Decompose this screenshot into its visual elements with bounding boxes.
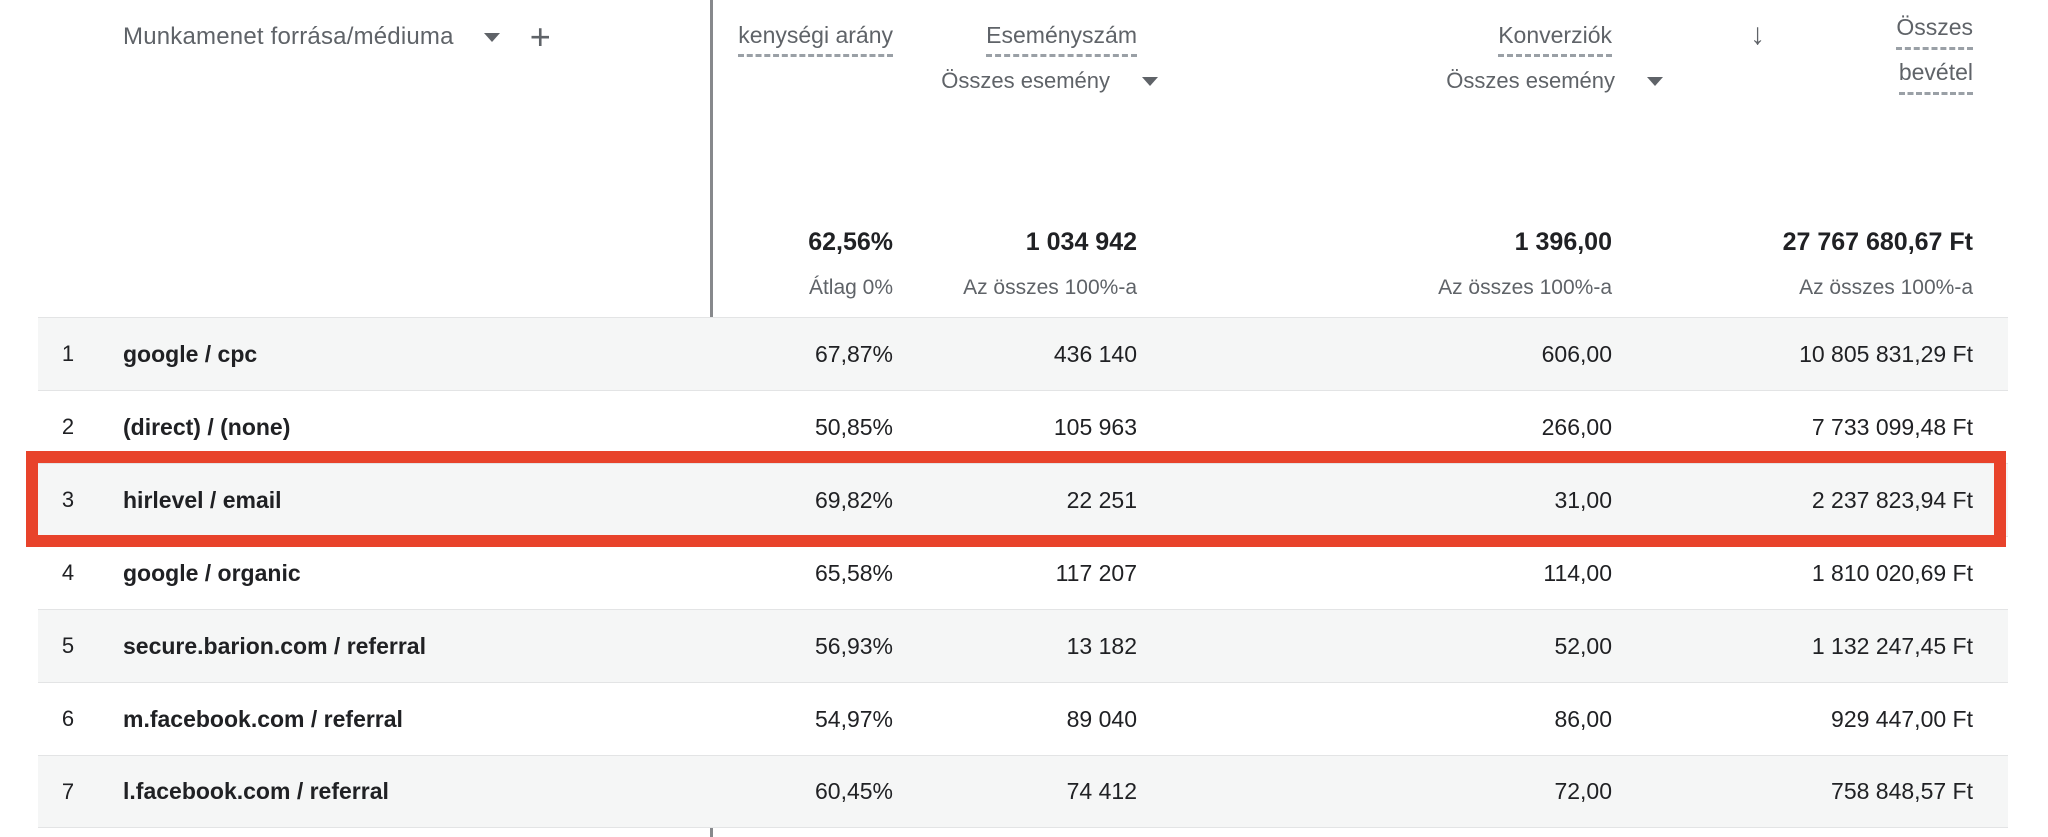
row-engagement-rate: 54,97%: [814, 705, 893, 732]
row-engagement-rate: 69,82%: [814, 486, 893, 513]
table-row: 3 hirlevel / email 69,82% 22 251 31,00 2…: [38, 463, 2008, 536]
row-number: 5: [61, 633, 75, 658]
column-header-engagement-rate: kenységi arány: [738, 22, 893, 57]
event-count-label[interactable]: Eseményszám: [986, 22, 1137, 57]
row-source-medium: google / organic: [123, 559, 301, 586]
row-event-count: 436 140: [1053, 340, 1137, 367]
row-event-count: 105 963: [1053, 413, 1137, 440]
row-number: 1: [61, 341, 75, 366]
column-header-conversions: Konverziók: [1498, 22, 1612, 57]
row-engagement-rate: 56,93%: [814, 632, 893, 659]
engagement-rate-label[interactable]: kenységi arány: [738, 22, 893, 57]
row-conversions: 72,00: [1554, 778, 1612, 804]
row-conversions: 266,00: [1541, 413, 1612, 440]
row-revenue: 10 805 831,29 Ft: [1799, 340, 1973, 367]
row-revenue: 1 132 247,45 Ft: [1811, 632, 1973, 659]
row-source-medium: m.facebook.com / referral: [123, 705, 403, 732]
row-conversions: 114,00: [1543, 559, 1612, 586]
totals-engagement-rate: 62,56%: [808, 228, 893, 256]
dimension-header-label[interactable]: Munkamenet forrása/médiuma: [123, 23, 454, 50]
row-event-count: 89 040: [1066, 705, 1137, 732]
row-revenue: 758 848,57 Ft: [1831, 778, 1973, 804]
total-revenue-label-line2[interactable]: bevétel: [1898, 59, 1973, 95]
row-event-count: 13 182: [1066, 632, 1137, 659]
row-number: 4: [61, 560, 75, 585]
table-row: 1 google / cpc 67,87% 436 140 606,00 10 …: [38, 317, 2008, 390]
row-source-medium: l.facebook.com / referral: [123, 778, 389, 804]
row-number: 3: [61, 487, 75, 512]
chevron-down-icon: [1142, 76, 1158, 86]
add-dimension-button[interactable]: +: [529, 16, 551, 57]
row-source-medium: hirlevel / email: [123, 486, 282, 513]
row-event-count: 117 207: [1055, 559, 1137, 586]
row-number: 6: [61, 706, 75, 731]
row-revenue: 7 733 099,48 Ft: [1811, 413, 1973, 440]
row-conversions: 86,00: [1554, 705, 1612, 732]
row-revenue: 2 237 823,94 Ft: [1811, 486, 1973, 513]
row-engagement-rate: 65,58%: [814, 559, 893, 586]
row-engagement-rate: 67,87%: [814, 340, 893, 367]
totals-revenue-note: Az összes 100%-a: [1799, 276, 1973, 299]
row-conversions: 31,00: [1554, 486, 1612, 513]
conversions-selector-label: Összes esemény: [1446, 68, 1615, 93]
row-revenue: 929 447,00 Ft: [1831, 705, 1973, 732]
row-conversions: 52,00: [1554, 632, 1612, 659]
totals-conversions-note: Az összes 100%-a: [1438, 276, 1612, 299]
row-event-count: 74 412: [1066, 778, 1137, 804]
event-count-metric-selector[interactable]: Összes esemény: [941, 68, 1158, 94]
event-count-selector-label: Összes esemény: [941, 68, 1110, 93]
row-revenue: 1 810 020,69 Ft: [1811, 559, 1973, 586]
row-number: 2: [61, 414, 75, 439]
totals-revenue: 27 767 680,67 Ft: [1782, 228, 1973, 256]
row-source-medium: (direct) / (none): [123, 413, 291, 440]
table-row: 7 l.facebook.com / referral 60,45% 74 41…: [38, 755, 2008, 828]
table-row: 4 google / organic 65,58% 117 207 114,00…: [38, 536, 2008, 609]
total-revenue-label-line1[interactable]: Összes: [1896, 14, 1973, 50]
row-engagement-rate: 50,85%: [814, 413, 893, 440]
column-header-total-revenue: Összes bevétel: [1896, 14, 1973, 95]
row-source-medium: secure.barion.com / referral: [123, 632, 426, 659]
row-event-count: 22 251: [1066, 486, 1137, 513]
sort-descending-icon[interactable]: ↓: [1750, 18, 1765, 51]
row-engagement-rate: 60,45%: [814, 778, 893, 804]
row-conversions: 606,00: [1541, 340, 1612, 367]
column-header-event-count: Eseményszám: [986, 22, 1137, 57]
totals-conversions: 1 396,00: [1514, 228, 1612, 256]
totals-event-count: 1 034 942: [1025, 228, 1137, 256]
row-source-medium: google / cpc: [123, 340, 258, 367]
chevron-down-icon: [1647, 76, 1663, 86]
totals-engagement-note: Átlag 0%: [808, 276, 893, 299]
table-body: 1 google / cpc 67,87% 436 140 606,00 10 …: [38, 317, 2008, 828]
conversions-label[interactable]: Konverziók: [1498, 22, 1612, 57]
conversions-metric-selector[interactable]: Összes esemény: [1446, 68, 1663, 94]
totals-event-count-note: Az összes 100%-a: [963, 276, 1137, 299]
table-row: 6 m.facebook.com / referral 54,97% 89 04…: [38, 682, 2008, 755]
table-row: 2 (direct) / (none) 50,85% 105 963 266,0…: [38, 390, 2008, 463]
chevron-down-icon[interactable]: [483, 32, 500, 42]
dimension-header: Munkamenet forrása/médiuma +: [123, 16, 551, 57]
table-row: 5 secure.barion.com / referral 56,93% 13…: [38, 609, 2008, 682]
row-number: 7: [61, 778, 75, 804]
